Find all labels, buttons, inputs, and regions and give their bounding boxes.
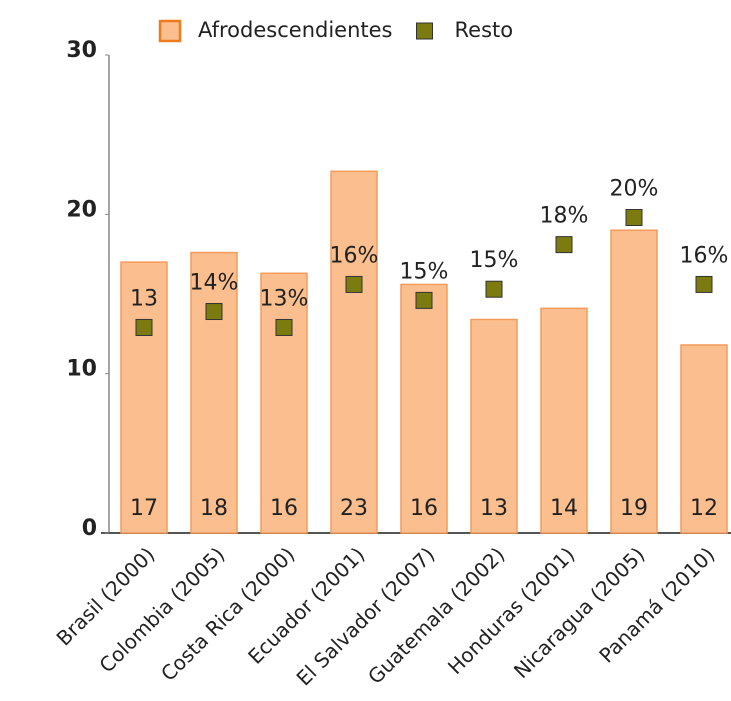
bar bbox=[330, 170, 378, 534]
x-tick-label: Nicaragua (2005) bbox=[509, 542, 650, 683]
marker-value-label: 14% bbox=[190, 271, 239, 296]
bar-value-label: 19 bbox=[620, 496, 648, 521]
bar bbox=[610, 229, 658, 534]
x-tick-label: Honduras (2001) bbox=[443, 542, 580, 679]
marker-value-label: 15% bbox=[400, 259, 449, 284]
marker bbox=[275, 318, 293, 336]
marker-value-label: 13% bbox=[260, 286, 309, 311]
bar-value-label: 18 bbox=[200, 496, 228, 521]
bar bbox=[680, 344, 728, 534]
marker bbox=[485, 280, 503, 298]
marker bbox=[415, 291, 433, 309]
x-tick-label: Ecuador (2001) bbox=[243, 542, 369, 668]
bar-value-label: 23 bbox=[340, 496, 368, 521]
marker bbox=[345, 275, 363, 293]
legend-label: Resto bbox=[455, 18, 514, 42]
y-tick-label: 0 bbox=[82, 516, 97, 541]
marker bbox=[695, 275, 713, 293]
x-tick-label: Colombia (2005) bbox=[94, 542, 229, 677]
y-tick-label: 10 bbox=[66, 357, 97, 382]
y-tick-label: 20 bbox=[66, 197, 97, 222]
bar-value-label: 17 bbox=[130, 496, 158, 521]
marker bbox=[135, 318, 153, 336]
legend-swatch bbox=[416, 22, 433, 40]
legend-label: Afrodescendientes bbox=[198, 18, 393, 42]
bar-value-label: 14 bbox=[550, 496, 578, 521]
marker-value-label: 16% bbox=[680, 243, 729, 268]
marker bbox=[625, 209, 643, 227]
bar bbox=[120, 261, 168, 534]
x-tick-label: Guatemala (2002) bbox=[363, 542, 509, 688]
bar bbox=[190, 251, 238, 534]
x-tick-label: Costa Rica (2000) bbox=[156, 542, 299, 685]
marker-value-label: 18% bbox=[540, 204, 589, 229]
marker bbox=[555, 236, 573, 254]
bar bbox=[470, 318, 518, 534]
marker-value-label: 13 bbox=[130, 286, 158, 311]
bar-value-label: 13 bbox=[480, 496, 508, 521]
bar-value-label: 16 bbox=[270, 496, 298, 521]
bar bbox=[260, 272, 308, 534]
marker-value-label: 16% bbox=[330, 243, 379, 268]
marker-value-label: 15% bbox=[470, 248, 519, 273]
marker bbox=[205, 303, 223, 321]
bar-value-label: 12 bbox=[690, 496, 718, 521]
bar bbox=[400, 283, 448, 534]
marker-value-label: 20% bbox=[610, 177, 659, 202]
bar bbox=[540, 307, 588, 534]
y-tick-label: 30 bbox=[66, 38, 97, 63]
bar-value-label: 16 bbox=[410, 496, 438, 521]
legend-swatch bbox=[158, 19, 182, 43]
